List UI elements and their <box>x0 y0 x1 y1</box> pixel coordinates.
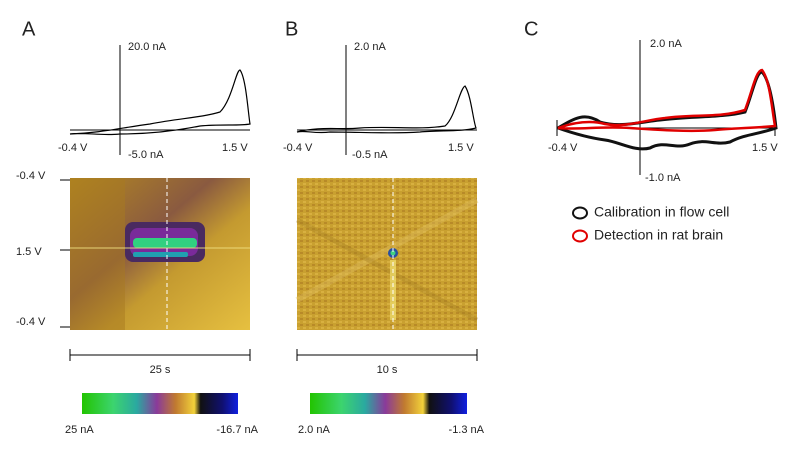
panel-b: B 2.0 nA -0.5 nA -0.4 V 1.5 V 10 s 2.0 n… <box>283 18 485 436</box>
x-label: 1.5 V <box>752 142 778 154</box>
legend-marker <box>572 229 588 243</box>
scale-label: 25 nA <box>65 424 94 436</box>
scale-label: -1.3 nA <box>449 424 485 436</box>
x-label: -0.4 V <box>58 142 88 154</box>
y-label: -5.0 nA <box>128 149 164 161</box>
cv-curve <box>69 69 251 136</box>
panel-label: A <box>22 18 36 40</box>
color-scale <box>82 393 238 414</box>
legend-label: Calibration in flow cell <box>594 204 729 220</box>
scale-label: -16.7 nA <box>216 424 258 436</box>
y-label: -0.4 V <box>16 316 46 328</box>
panel-label: C <box>524 18 538 40</box>
color-plot <box>297 178 477 330</box>
x-label: -0.4 V <box>283 142 313 154</box>
detection-curve <box>557 68 777 133</box>
y-label: 20.0 nA <box>128 41 167 53</box>
x-label: 1.5 V <box>222 142 248 154</box>
y-label: 2.0 nA <box>650 38 682 50</box>
legend-label: Detection in rat brain <box>594 227 723 243</box>
panel-c: C 2.0 nA -1.0 nA -0.4 V 1.5 V Calibratio… <box>524 18 778 242</box>
x-label: 1.5 V <box>448 142 474 154</box>
panel-a: A 20.0 nA -5.0 nA -0.4 V 1.5 V -0.4 V 1.… <box>16 18 259 436</box>
y-label: -1.0 nA <box>645 172 681 184</box>
panel-label: B <box>285 18 298 40</box>
cv-curve <box>296 85 477 134</box>
y-label: 1.5 V <box>16 246 42 258</box>
color-scale <box>310 393 467 414</box>
time-label: 25 s <box>150 364 171 376</box>
time-label: 10 s <box>377 364 398 376</box>
scale-label: 2.0 nA <box>298 424 330 436</box>
x-label: -0.4 V <box>548 142 578 154</box>
y-label: 2.0 nA <box>354 41 386 53</box>
y-label: -0.4 V <box>16 170 46 182</box>
legend-marker <box>572 206 588 220</box>
y-label: -0.5 nA <box>352 149 388 161</box>
